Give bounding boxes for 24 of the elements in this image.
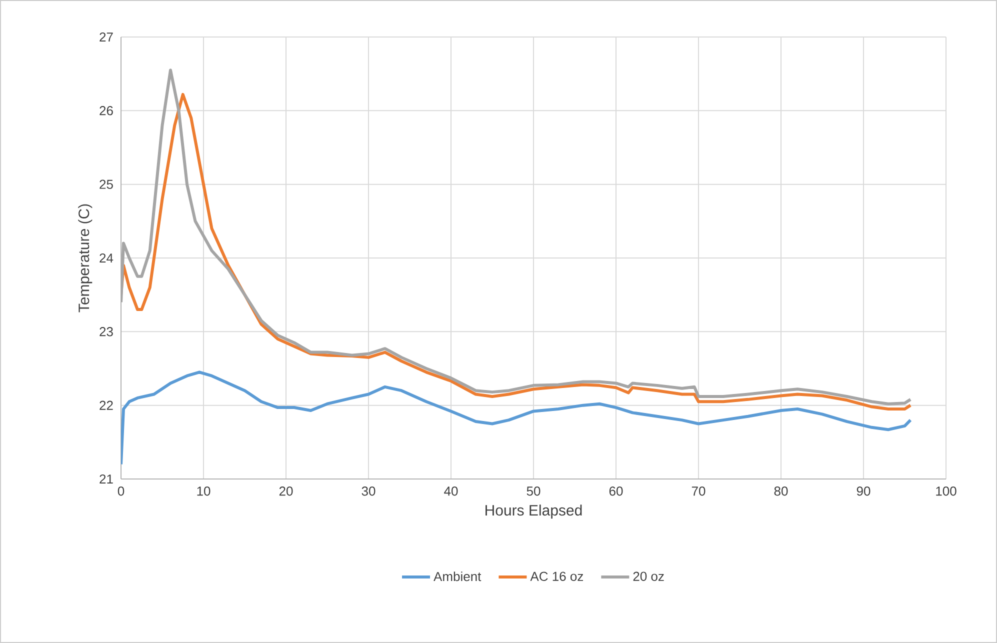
y-tick-label: 26 [100, 106, 113, 116]
x-tick-label: 50 [526, 486, 540, 496]
x-tick-label: 30 [362, 486, 376, 496]
line-series [121, 370, 912, 466]
x-tick-label: 60 [609, 486, 623, 496]
y-axis-title: Temperature (C) [78, 204, 92, 312]
x-tick-label: 70 [692, 486, 706, 496]
legend-label: 20 oz [633, 572, 664, 581]
y-tick-label: 22 [100, 400, 113, 410]
x-tick-label: 40 [444, 486, 458, 496]
x-tick-label: 90 [856, 486, 870, 496]
y-tick-label: 23 [100, 327, 113, 336]
legend-label: Ambient [434, 572, 482, 582]
x-tick-label: 100 [936, 486, 956, 496]
y-tick-label: 27 [100, 32, 113, 42]
x-tick-label: 10 [197, 486, 210, 496]
x-axis-title: Hours Elapsed [486, 504, 582, 519]
legend-label: AC 16 oz [530, 572, 584, 581]
x-tick-label: 0 [118, 486, 124, 496]
y-tick-label: 21 [100, 474, 113, 484]
x-tick-label: 20 [279, 486, 293, 496]
x-tick-label: 80 [774, 486, 788, 496]
y-tick-label: 24 [100, 253, 114, 263]
y-tick-label: 25 [100, 180, 113, 189]
